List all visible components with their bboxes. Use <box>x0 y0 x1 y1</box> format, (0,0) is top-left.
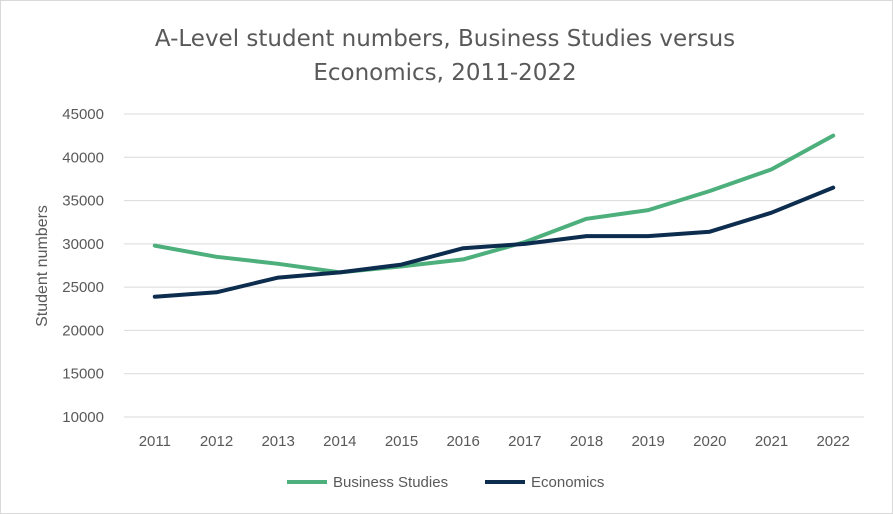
legend-label-economics: Economics <box>531 474 604 491</box>
x-tick-label: 2017 <box>508 433 541 450</box>
chart-title: A-Level student numbers, Business Studie… <box>154 26 736 86</box>
y-tick-label: 40000 <box>62 149 104 166</box>
x-tick-label: 2018 <box>570 433 603 450</box>
x-tick-label: 2016 <box>446 433 479 450</box>
x-axis-ticks: 2011 2012 2013 2014 2015 2016 2017 2018 2019 2020… <box>139 433 850 450</box>
legend-label-business-studies: Business Studies <box>333 474 448 491</box>
y-tick-label: 25000 <box>62 279 104 296</box>
x-tick-label: 2020 <box>693 433 726 450</box>
series-line-business-studies <box>152 133 836 275</box>
y-tick-label: 20000 <box>62 322 104 339</box>
x-tick-label: 2022 <box>816 433 849 450</box>
y-tick-label: 30000 <box>62 236 104 253</box>
x-tick-label: 2011 <box>139 433 171 450</box>
y-axis-ticks: 10000 15000 20000 25000 30000 35000 40000 45000 <box>62 106 104 426</box>
x-tick-label: 2014 <box>323 433 356 450</box>
x-tick-label: 2012 <box>200 433 233 450</box>
series-line-economics <box>152 185 836 299</box>
x-tick-label: 2015 <box>385 433 418 450</box>
gridlines <box>124 113 864 375</box>
x-tick-label: 2013 <box>261 433 294 450</box>
series-lines <box>152 133 836 299</box>
y-tick-label: 45000 <box>62 106 104 123</box>
y-tick-label: 15000 <box>62 366 104 383</box>
legend: Business Studies Economics <box>287 474 604 491</box>
y-axis-label: Student numbers <box>34 205 51 327</box>
x-tick-label: 2019 <box>631 433 664 450</box>
y-tick-label: 10000 <box>62 409 104 426</box>
y-tick-label: 35000 <box>62 193 104 210</box>
x-tick-label: 2021 <box>755 433 788 450</box>
